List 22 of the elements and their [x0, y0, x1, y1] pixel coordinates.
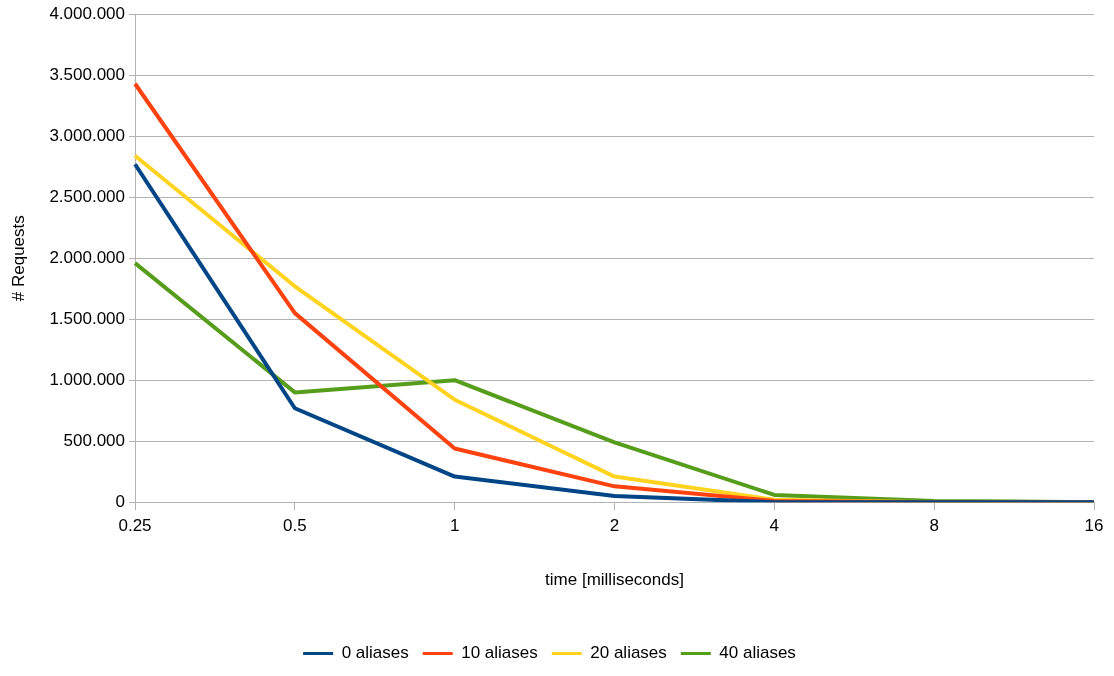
x-tick-label: 0.25 [118, 516, 152, 536]
y-tick-label: 3.000.000 [49, 125, 126, 145]
y-tick-label: 1.000.000 [49, 369, 126, 389]
x-axis-title: time [milliseconds] [545, 570, 684, 590]
x-tick-label: 16 [1084, 516, 1104, 536]
y-tick-label: 3.500.000 [49, 64, 126, 84]
legend-label: 20 aliases [590, 643, 667, 663]
y-tick-label: 2.000.000 [49, 247, 126, 267]
x-tick-label: 1 [449, 516, 460, 536]
x-tick-label: 8 [929, 516, 939, 536]
y-tick-label: 1.500.000 [49, 308, 126, 328]
y-tick-label: 0 [115, 491, 126, 511]
x-tick-label: 2 [609, 516, 620, 536]
y-tick-label: 500.000 [63, 430, 126, 450]
y-tick-label: 4.000.000 [49, 3, 126, 23]
legend-label: 0 aliases [341, 643, 409, 663]
x-tick-label: 0.5 [283, 516, 307, 536]
y-axis-title: # Requests [8, 215, 28, 302]
legend-label: 10 aliases [461, 643, 538, 663]
x-tick-label: 4 [769, 516, 780, 536]
legend-label: 40 aliases [719, 643, 796, 663]
y-tick-label: 2.500.000 [49, 186, 126, 206]
